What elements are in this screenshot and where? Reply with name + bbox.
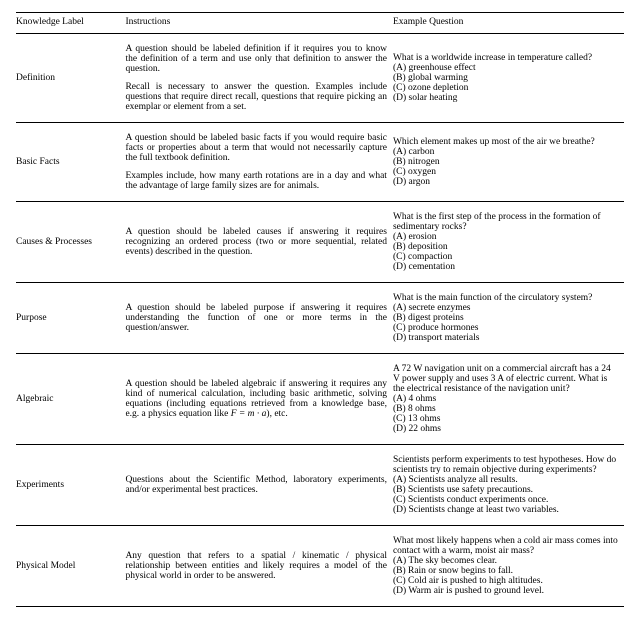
instruction-paragraph: Recall is necessary to answer the questi… <box>125 82 387 112</box>
instructions-cell: Any question that refers to a spatial / … <box>125 526 393 607</box>
example-option: (B) deposition <box>393 242 618 252</box>
example-option: (D) 22 ohms <box>393 424 618 434</box>
example-option: (B) nitrogen <box>393 157 618 167</box>
example-option: (B) global warming <box>393 73 618 83</box>
table-row: ExperimentsQuestions about the Scientifi… <box>16 445 624 526</box>
knowledge-label: Basic Facts <box>16 123 125 202</box>
knowledge-label: Causes & Processes <box>16 202 125 283</box>
knowledge-label: Purpose <box>16 283 125 354</box>
example-cell: A 72 W navigation unit on a commercial a… <box>393 354 624 445</box>
example-option: (D) Scientists change at least two varia… <box>393 505 618 515</box>
instruction-paragraph: A question should be labeled purpose if … <box>125 303 387 333</box>
example-option: (B) Scientists use safety precautions. <box>393 485 618 495</box>
example-option: (A) The sky becomes clear. <box>393 556 618 566</box>
example-cell: What most likely happens when a cold air… <box>393 526 624 607</box>
instructions-cell: A question should be labeled causes if a… <box>125 202 393 283</box>
example-option: (C) oxygen <box>393 167 618 177</box>
example-option: (C) compaction <box>393 252 618 262</box>
table-row: AlgebraicA question should be labeled al… <box>16 354 624 445</box>
instruction-paragraph: A question should be labeled algebraic i… <box>125 379 387 419</box>
example-cell: What is a worldwide increase in temperat… <box>393 34 624 123</box>
table-row: Causes & ProcessesA question should be l… <box>16 202 624 283</box>
instructions-cell: A question should be labeled algebraic i… <box>125 354 393 445</box>
example-option: (A) carbon <box>393 147 618 157</box>
example-option: (C) Cold air is pushed to high altitudes… <box>393 576 618 586</box>
example-option: (A) 4 ohms <box>393 394 618 404</box>
example-option: (D) cementation <box>393 262 618 272</box>
example-cell: What is the first step of the process in… <box>393 202 624 283</box>
instruction-paragraph: Any question that refers to a spatial / … <box>125 551 387 581</box>
instructions-cell: A question should be labeled basic facts… <box>125 123 393 202</box>
example-option: (A) Scientists analyze all results. <box>393 475 618 485</box>
example-option: (B) Rain or snow begins to fall. <box>393 566 618 576</box>
example-question: Which element makes up most of the air w… <box>393 137 618 147</box>
example-option: (B) digest proteins <box>393 313 618 323</box>
example-option: (D) Warm air is pushed to ground level. <box>393 586 618 596</box>
example-question: What is the first step of the process in… <box>393 212 618 232</box>
header-instructions: Instructions <box>125 13 393 34</box>
example-question: What most likely happens when a cold air… <box>393 536 618 556</box>
example-option: (D) transport materials <box>393 333 618 343</box>
example-option: (D) solar heating <box>393 93 618 103</box>
example-option: (D) argon <box>393 177 618 187</box>
knowledge-label: Experiments <box>16 445 125 526</box>
example-cell: What is the main function of the circula… <box>393 283 624 354</box>
header-example: Example Question <box>393 13 624 34</box>
instruction-paragraph: Examples include, how many earth rotatio… <box>125 171 387 191</box>
instructions-cell: A question should be labeled purpose if … <box>125 283 393 354</box>
instruction-paragraph: Questions about the Scientific Method, l… <box>125 475 387 495</box>
example-option: (C) 13 ohms <box>393 414 618 424</box>
example-option: (C) Scientists conduct experiments once. <box>393 495 618 505</box>
table-header-row: Knowledge Label Instructions Example Que… <box>16 13 624 34</box>
formula: F = m · a <box>231 409 267 419</box>
table-row: Physical ModelAny question that refers t… <box>16 526 624 607</box>
example-question: What is a worldwide increase in temperat… <box>393 53 618 63</box>
example-question: Scientists perform experiments to test h… <box>393 455 618 475</box>
instruction-paragraph: A question should be labeled causes if a… <box>125 227 387 257</box>
knowledge-label: Definition <box>16 34 125 123</box>
example-option: (A) secrete enzymes <box>393 303 618 313</box>
header-label: Knowledge Label <box>16 13 125 34</box>
example-question: A 72 W navigation unit on a commercial a… <box>393 364 618 394</box>
table-row: Basic FactsA question should be labeled … <box>16 123 624 202</box>
knowledge-label-table: Knowledge Label Instructions Example Que… <box>16 12 624 607</box>
example-option: (C) ozone depletion <box>393 83 618 93</box>
example-option: (A) erosion <box>393 232 618 242</box>
instructions-cell: Questions about the Scientific Method, l… <box>125 445 393 526</box>
knowledge-label: Physical Model <box>16 526 125 607</box>
example-option: (C) produce hormones <box>393 323 618 333</box>
knowledge-label: Algebraic <box>16 354 125 445</box>
instructions-cell: A question should be labeled definition … <box>125 34 393 123</box>
table-row: DefinitionA question should be labeled d… <box>16 34 624 123</box>
instruction-paragraph: A question should be labeled definition … <box>125 44 387 74</box>
example-option: (B) 8 ohms <box>393 404 618 414</box>
example-cell: Which element makes up most of the air w… <box>393 123 624 202</box>
example-option: (A) greenhouse effect <box>393 63 618 73</box>
example-question: What is the main function of the circula… <box>393 293 618 303</box>
example-cell: Scientists perform experiments to test h… <box>393 445 624 526</box>
instruction-paragraph: A question should be labeled basic facts… <box>125 133 387 163</box>
table-row: PurposeA question should be labeled purp… <box>16 283 624 354</box>
